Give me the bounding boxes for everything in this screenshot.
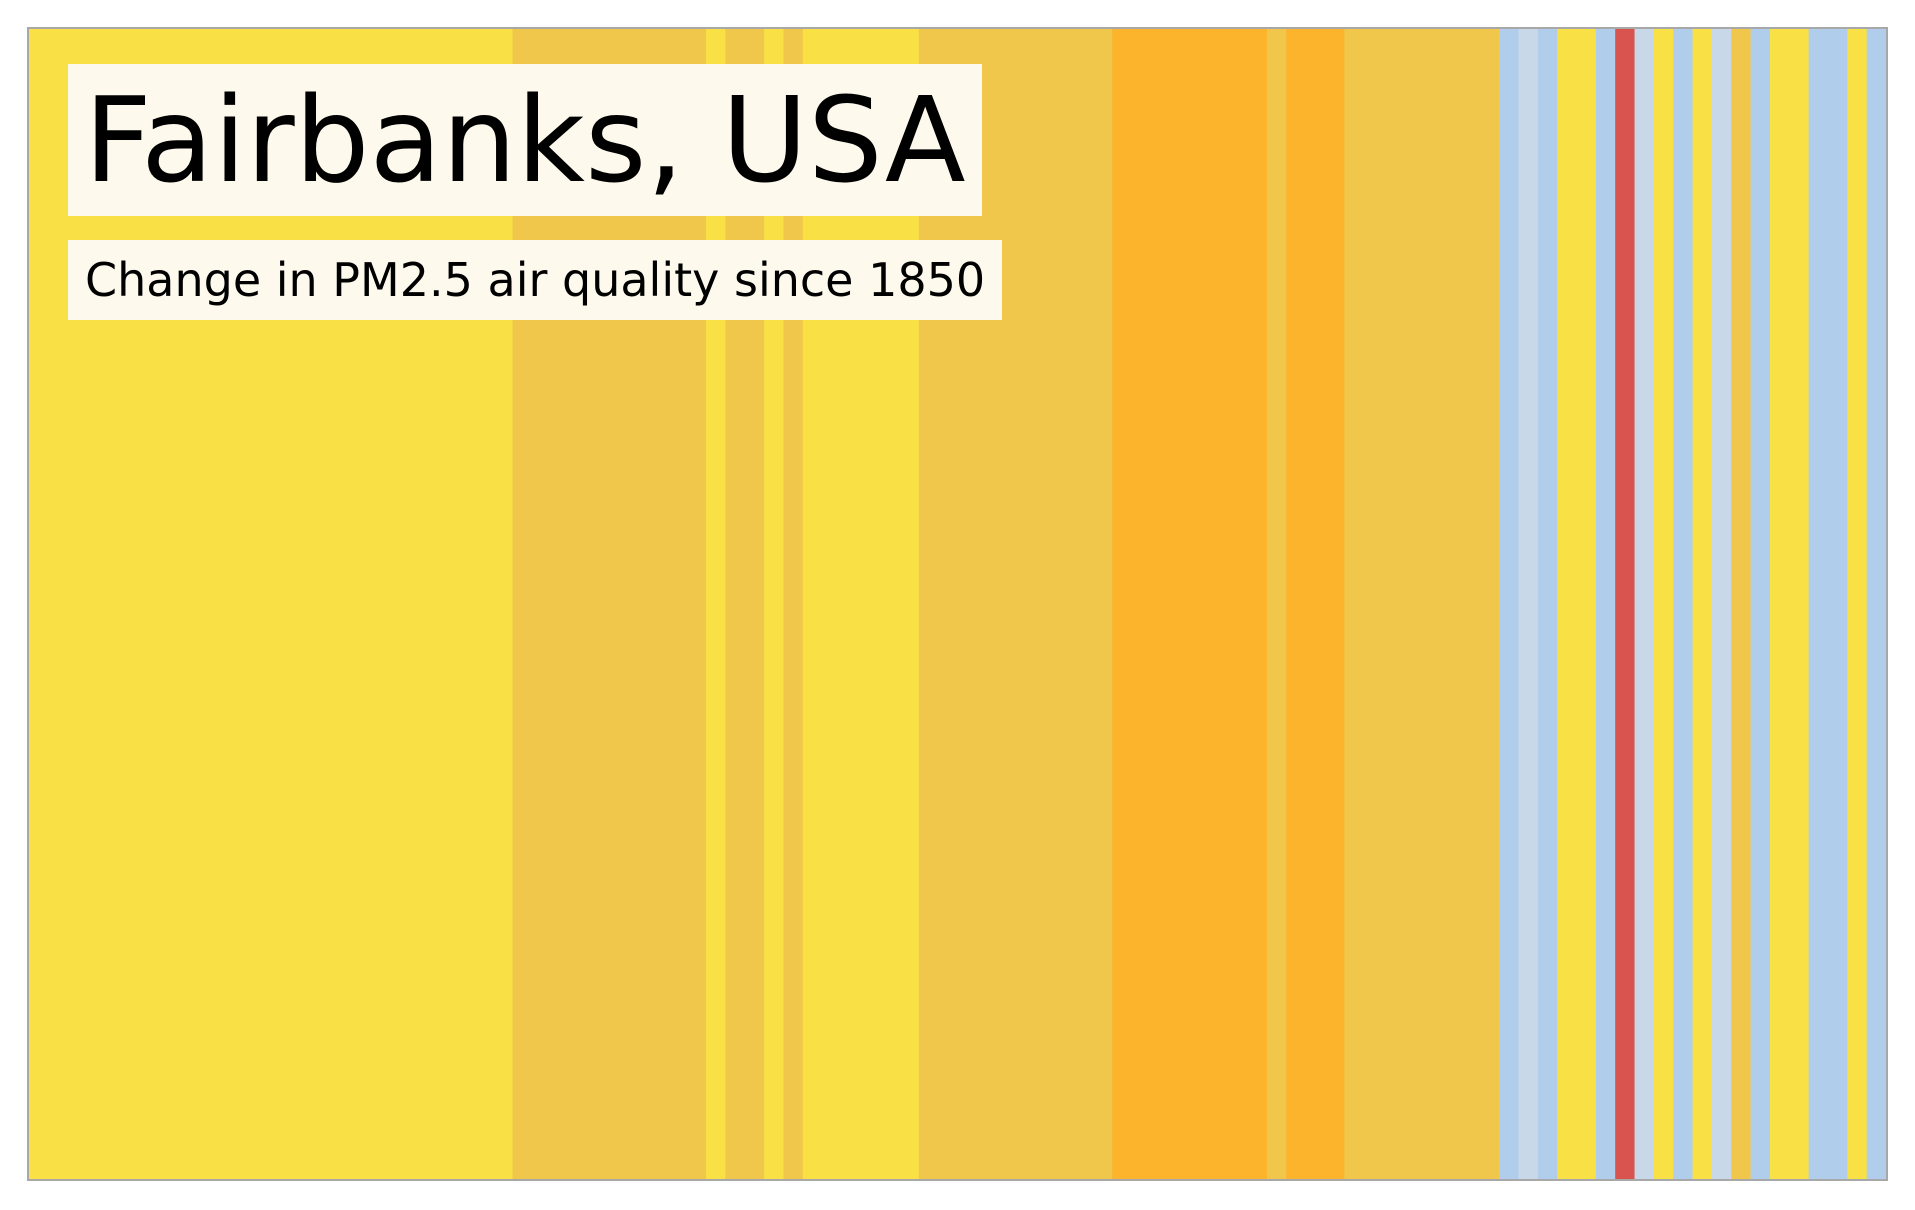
stripe-1931 — [1595, 29, 1616, 1179]
stripe-1903 — [1054, 29, 1075, 1179]
warming-stripes-chart: Fairbanks, USA Change in PM2.5 air quali… — [27, 27, 1888, 1181]
stripe-1905 — [1092, 29, 1113, 1179]
stripe-1937 — [1711, 29, 1732, 1179]
stripe-1940 — [1769, 29, 1790, 1179]
stripe-1913 — [1247, 29, 1268, 1179]
stripe-1902 — [1034, 29, 1055, 1179]
stripe-1918 — [1344, 29, 1365, 1179]
subtitle-box: Change in PM2.5 air quality since 1850 — [68, 240, 1003, 320]
stripe-1936 — [1692, 29, 1713, 1179]
stripe-1912 — [1228, 29, 1249, 1179]
title-box: Fairbanks, USA — [68, 64, 982, 216]
stripe-1932 — [1615, 29, 1636, 1179]
stripe-1850 — [29, 29, 49, 1179]
stripe-1916 — [1305, 29, 1326, 1179]
stripe-1945 — [1866, 29, 1886, 1179]
stripe-1923 — [1441, 29, 1462, 1179]
stripe-1907 — [1131, 29, 1152, 1179]
stripe-1900 — [996, 29, 1017, 1179]
stripe-1920 — [1383, 29, 1404, 1179]
stripe-1935 — [1673, 29, 1694, 1179]
stripe-1909 — [1170, 29, 1191, 1179]
stripe-1910 — [1189, 29, 1210, 1179]
stripe-1904 — [1073, 29, 1094, 1179]
stripe-1942 — [1808, 29, 1829, 1179]
stripe-1944 — [1847, 29, 1868, 1179]
stripe-1930 — [1576, 29, 1597, 1179]
stripe-1921 — [1402, 29, 1423, 1179]
stripe-1901 — [1015, 29, 1036, 1179]
stripe-1908 — [1150, 29, 1171, 1179]
stripe-1906 — [1112, 29, 1133, 1179]
stripe-1914 — [1267, 29, 1287, 1179]
stripe-1934 — [1653, 29, 1674, 1179]
stripe-1943 — [1827, 29, 1848, 1179]
stripe-1922 — [1421, 29, 1442, 1179]
stripe-1928 — [1537, 29, 1558, 1179]
stripe-1939 — [1750, 29, 1771, 1179]
stripe-1915 — [1286, 29, 1307, 1179]
stripe-1925 — [1479, 29, 1500, 1179]
stripe-1917 — [1325, 29, 1345, 1179]
stripe-1938 — [1731, 29, 1752, 1179]
chart-title: Fairbanks, USA — [84, 71, 966, 209]
chart-subtitle: Change in PM2.5 air quality since 1850 — [85, 253, 986, 307]
stripe-1911 — [1208, 29, 1229, 1179]
stripe-1927 — [1518, 29, 1539, 1179]
stripe-1924 — [1460, 29, 1481, 1179]
stripe-1933 — [1634, 29, 1655, 1179]
stripe-1851 — [48, 29, 69, 1179]
stripe-1941 — [1789, 29, 1810, 1179]
stripe-1929 — [1557, 29, 1578, 1179]
stripe-1926 — [1499, 29, 1520, 1179]
stripe-1919 — [1363, 29, 1384, 1179]
